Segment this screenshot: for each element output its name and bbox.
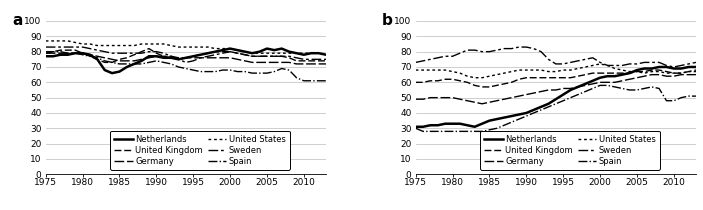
Text: b: b <box>382 13 393 28</box>
Legend: Netherlands, United Kingdom, Germany, United States, Sweden, Spain: Netherlands, United Kingdom, Germany, Un… <box>110 131 290 170</box>
Text: a: a <box>12 13 22 28</box>
Legend: Netherlands, United Kingdom, Germany, United States, Sweden, Spain: Netherlands, United Kingdom, Germany, Un… <box>480 131 659 170</box>
